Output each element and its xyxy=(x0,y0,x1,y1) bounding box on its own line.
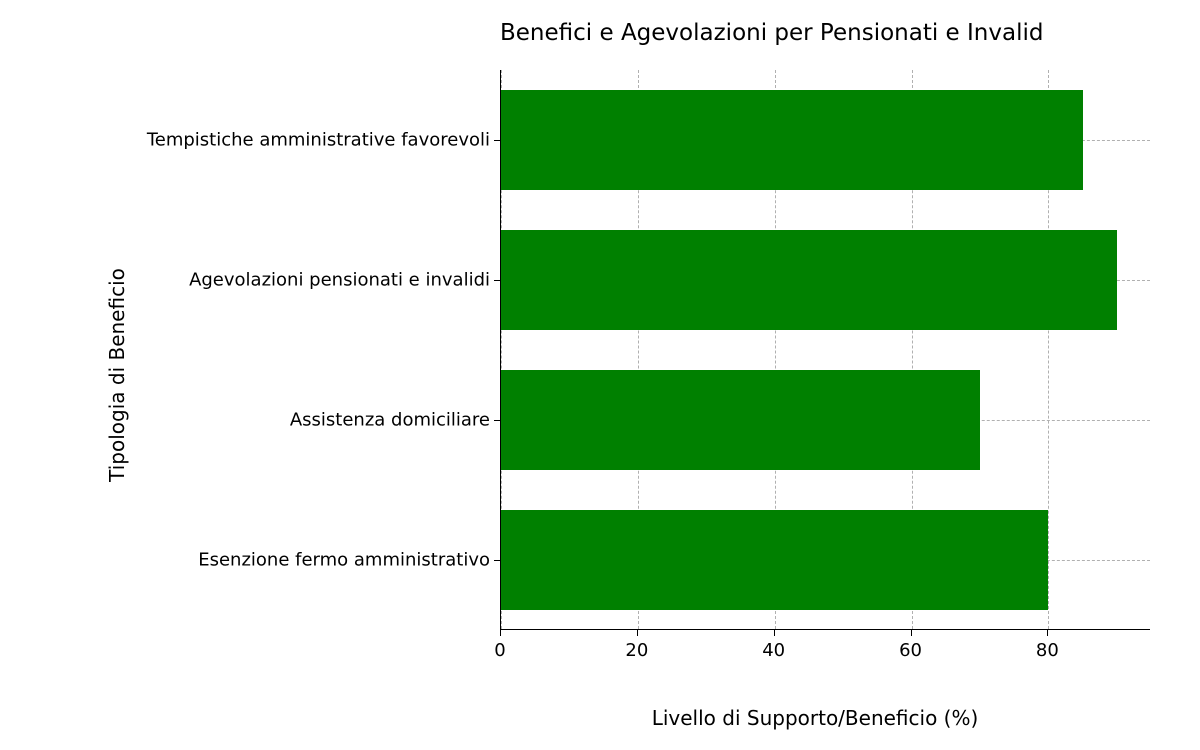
chart-title: Benefici e Agevolazioni per Pensionati e… xyxy=(500,20,1180,46)
bar xyxy=(501,90,1083,191)
x-tick-mark xyxy=(774,630,775,636)
x-tick-label: 40 xyxy=(762,640,785,661)
y-axis-label: Tipologia di Beneficio xyxy=(105,268,129,482)
bar xyxy=(501,370,980,471)
y-tick-mark xyxy=(494,280,500,281)
x-tick-mark xyxy=(500,630,501,636)
x-tick-mark xyxy=(1047,630,1048,636)
plot-area xyxy=(500,70,1150,630)
y-tick-mark xyxy=(494,420,500,421)
x-tick-label: 60 xyxy=(899,640,922,661)
bar xyxy=(501,510,1048,611)
x-tick-label: 20 xyxy=(625,640,648,661)
y-tick-label: Esenzione fermo amministrativo xyxy=(50,550,490,571)
x-tick-label: 0 xyxy=(494,640,505,661)
chart-container: Benefici e Agevolazioni per Pensionati e… xyxy=(20,20,1180,730)
y-tick-label: Assistenza domiciliare xyxy=(50,410,490,431)
y-tick-label: Agevolazioni pensionati e invalidi xyxy=(50,270,490,291)
bar xyxy=(501,230,1117,331)
y-tick-mark xyxy=(494,560,500,561)
x-tick-mark xyxy=(911,630,912,636)
y-tick-label: Tempistiche amministrative favorevoli xyxy=(50,130,490,151)
x-axis-label: Livello di Supporto/Beneficio (%) xyxy=(500,706,1130,730)
x-tick-label: 80 xyxy=(1036,640,1059,661)
x-tick-mark xyxy=(637,630,638,636)
y-tick-mark xyxy=(494,140,500,141)
